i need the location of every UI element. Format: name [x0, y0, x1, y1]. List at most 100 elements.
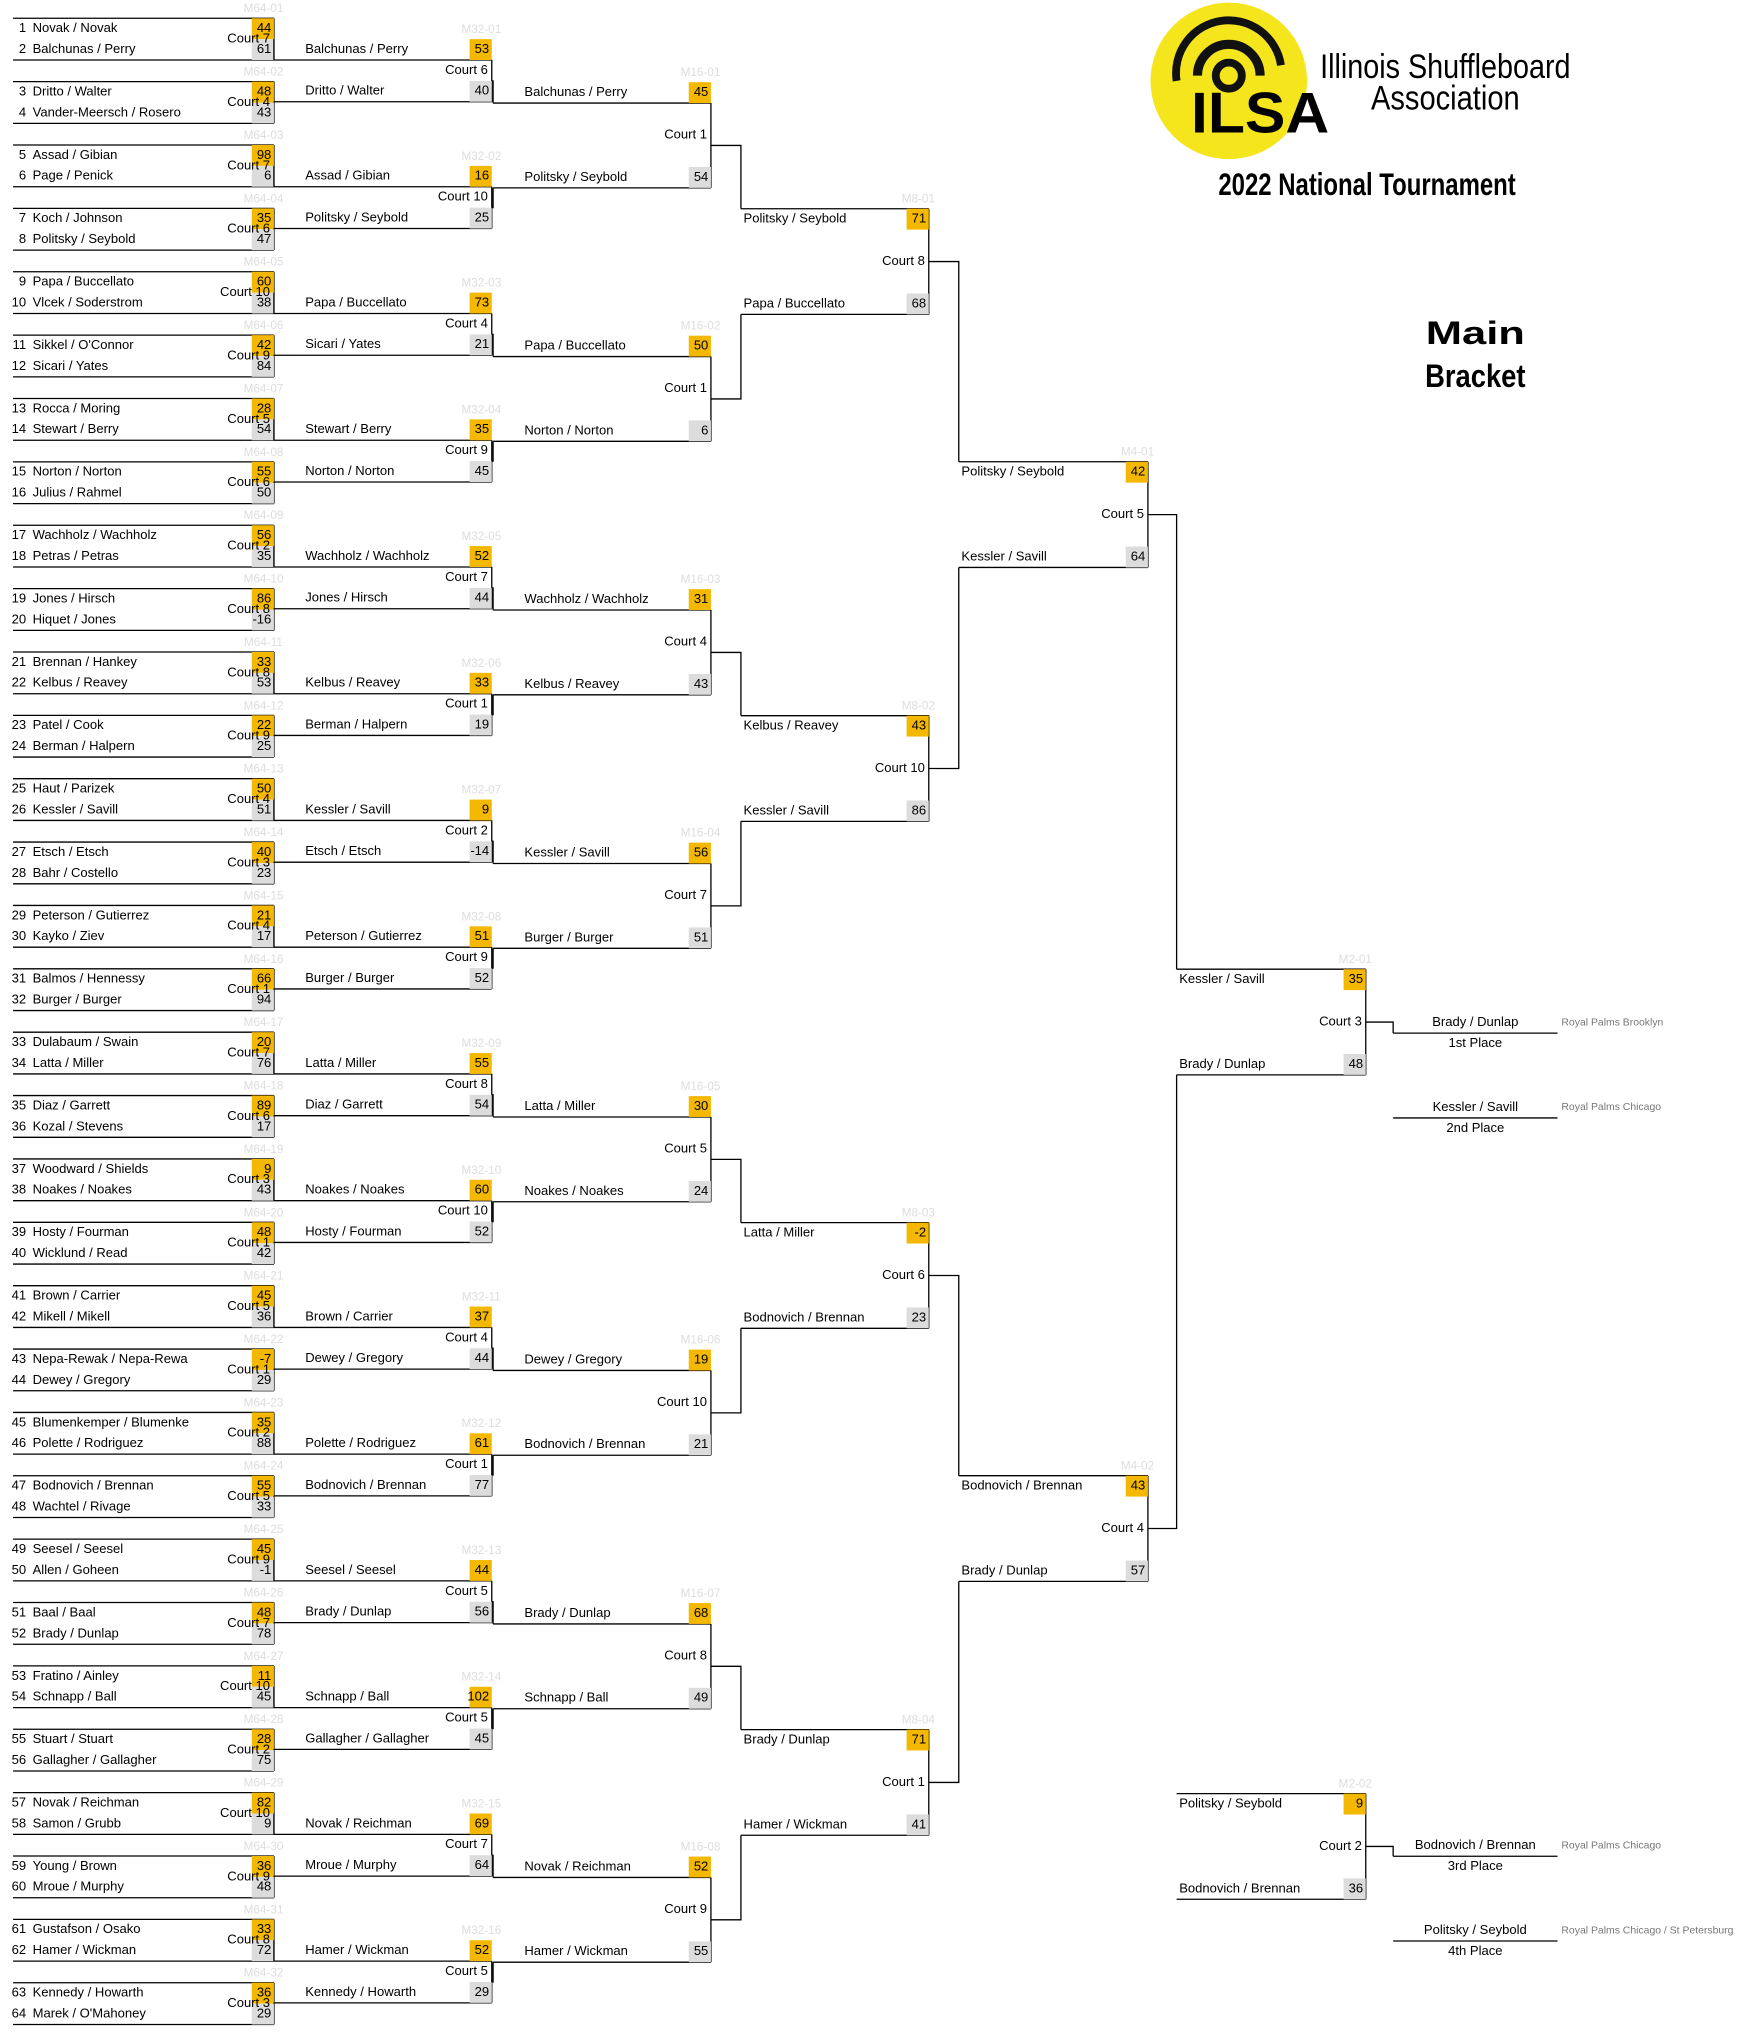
score-box [469, 207, 492, 229]
team-name: Hosty / Fourman [33, 1224, 129, 1239]
score: 9 [1356, 1795, 1363, 1810]
score-box [469, 714, 492, 736]
score-box [251, 1349, 274, 1370]
score: 55 [694, 1943, 709, 1958]
team-name: Kelbus / Reavey [305, 675, 400, 690]
match-id: M4-02 [1121, 1460, 1154, 1473]
score-box [251, 672, 274, 694]
connector [710, 1158, 742, 1223]
connector [491, 1201, 494, 1223]
place: 1st Place [1449, 1035, 1503, 1050]
team-name: Baal / Baal [33, 1604, 96, 1619]
seed: 49 [12, 1541, 27, 1556]
score-box [251, 335, 274, 356]
team-name: Fratino / Ainley [33, 1668, 120, 1683]
score-box [688, 673, 711, 695]
score: 55 [257, 1478, 272, 1493]
score-box [1343, 1054, 1366, 1075]
seed: 4 [19, 104, 26, 119]
team-name: Brennan / Hankey [33, 654, 138, 669]
score-box [251, 1982, 274, 2004]
logo: ILSA [1150, 2, 1329, 160]
team-name: Brady / Dunlap [33, 1625, 119, 1640]
connector [491, 80, 494, 104]
score-box [251, 1243, 274, 1265]
score: 28 [257, 1731, 272, 1746]
score-box [688, 1349, 711, 1371]
team-name: Kennedy / Howarth [305, 1984, 416, 1999]
score-box [251, 145, 274, 166]
court: Court 5 [227, 1298, 270, 1313]
team-name: Polette / Rodriguez [305, 1435, 416, 1450]
score-box [469, 292, 492, 314]
score: 35 [257, 548, 272, 563]
score: 48 [257, 1224, 272, 1239]
score-box [251, 1306, 274, 1328]
score-box [688, 1941, 711, 1963]
seed: 25 [12, 781, 27, 796]
match-id: M64-08 [244, 446, 284, 459]
match-id: M32-03 [461, 277, 501, 290]
team-name: Kessler / Savill [961, 548, 1047, 563]
score: 76 [257, 1055, 272, 1070]
team-name: Berman / Halpern [33, 738, 135, 753]
team-name: Politsky / Seybold [961, 464, 1064, 479]
score: -7 [260, 1351, 272, 1366]
score: 51 [257, 801, 272, 816]
seed: 38 [12, 1182, 27, 1197]
score: 29 [257, 2005, 272, 2020]
court: Court 7 [664, 887, 707, 902]
seed: 64 [12, 2005, 27, 2020]
score-box [251, 736, 274, 758]
logo-text: ILSA [1191, 82, 1329, 146]
team-name: Kessler / Savill [524, 845, 610, 860]
court: Court 5 [445, 1710, 488, 1725]
match-id: M64-32 [244, 1967, 284, 1980]
score-box [251, 1539, 274, 1561]
court: Court 1 [664, 380, 707, 395]
court: Court 10 [438, 1203, 488, 1218]
connector [491, 187, 494, 209]
score: 55 [257, 464, 272, 479]
score-box [1343, 1793, 1366, 1815]
score-box [251, 419, 274, 441]
team-name: Seesel / Seesel [33, 1541, 124, 1556]
place: 2nd Place [1446, 1120, 1504, 1135]
match-id: M16-07 [681, 1587, 721, 1600]
score-box [251, 651, 274, 673]
score: 49 [694, 1690, 709, 1705]
match-id: M64-03 [244, 129, 284, 142]
score: 42 [257, 337, 272, 352]
score: 60 [257, 274, 272, 289]
seed: 45 [12, 1414, 27, 1429]
score-box [251, 81, 274, 103]
match-id: M64-12 [244, 699, 284, 712]
match-id: M64-04 [244, 192, 284, 205]
match-id: M64-28 [244, 1713, 284, 1726]
team-name: Blumenkemper / Blumenke [33, 1414, 189, 1429]
seed: 3 [19, 84, 26, 99]
score: 48 [257, 1879, 272, 1894]
match-id: M64-25 [244, 1523, 284, 1536]
court: Court 9 [227, 1868, 270, 1883]
team-name: Mroue / Murphy [33, 1879, 125, 1894]
venue: Royal Palms Chicago [1561, 1841, 1661, 1852]
score-box [251, 1053, 274, 1074]
seed: 16 [12, 485, 27, 500]
score-box [251, 1095, 274, 1117]
score: 54 [475, 1097, 490, 1112]
team-name: Burger / Burger [33, 992, 123, 1007]
score: 23 [912, 1309, 927, 1324]
seed: 28 [12, 865, 27, 880]
seed: 61 [12, 1921, 27, 1936]
score: 9 [264, 1815, 271, 1830]
team-name: Hamer / Wickman [744, 1816, 848, 1831]
org-name: Illinois Shuffleboard [1320, 48, 1570, 86]
seed: 30 [12, 928, 27, 943]
score: 16 [475, 168, 490, 183]
score: 36 [257, 1858, 272, 1873]
score: 69 [475, 1815, 490, 1830]
connector [710, 144, 742, 209]
team-name: Sikkel / O'Connor [33, 337, 135, 352]
match-id: M64-26 [244, 1586, 284, 1599]
